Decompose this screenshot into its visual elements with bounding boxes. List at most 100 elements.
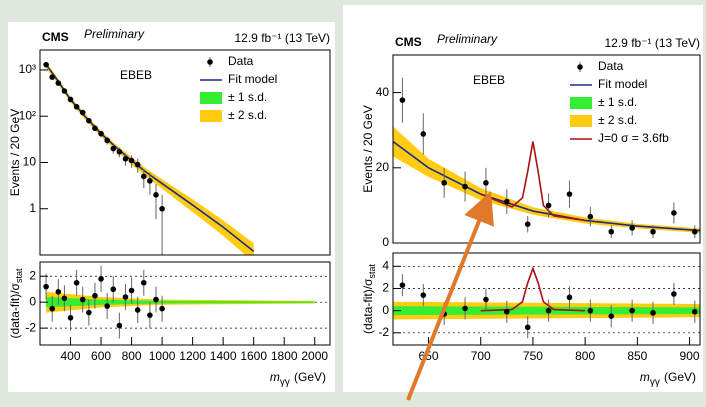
data-point: [587, 213, 594, 220]
data-point: [104, 137, 110, 144]
legend-symbol: [200, 110, 222, 122]
x-tick-label: 700: [471, 349, 491, 363]
band: [46, 297, 315, 308]
data-point: [608, 228, 615, 235]
data-point: [691, 308, 698, 315]
y-tick-label: 2: [29, 268, 36, 282]
x-tick-label: 1400: [210, 349, 237, 363]
data-point: [86, 309, 92, 316]
x-axis-label-var: m: [640, 370, 650, 384]
legend-label: ± 2 s.d.: [598, 113, 637, 127]
data-point: [462, 183, 468, 190]
status: Preliminary: [437, 32, 498, 46]
y-axis-label-sub: stat: [14, 268, 24, 283]
data-point: [55, 80, 62, 86]
x-axis-label: mγγ (GeV): [640, 369, 696, 388]
plots: 1 10 10² 10³ CMS Preliminary 12.9 fb⁻¹ (13 TeV…: [8, 27, 701, 388]
y-tick-label: 0: [382, 235, 389, 249]
band: [393, 126, 700, 233]
data-point: [153, 192, 159, 198]
x-tick-label: 1000: [149, 349, 176, 363]
frame: [39, 49, 331, 256]
data-point: [128, 157, 135, 164]
data-point: [629, 307, 635, 314]
lumi: 12.9 fb⁻¹ (13 TeV): [605, 36, 701, 50]
category: EBEB: [473, 73, 505, 87]
category: EBEB: [120, 68, 152, 82]
x-axis-label-unit: (GeV): [294, 370, 326, 384]
arrow: [406, 191, 494, 401]
data-point: [629, 225, 635, 231]
data-point: [159, 305, 165, 312]
legend-label: Fit model: [598, 77, 647, 91]
y-axis-label-sub: stat: [367, 264, 377, 279]
data-point: [43, 283, 49, 290]
data-point: [61, 88, 68, 94]
data-point: [134, 161, 141, 168]
y-axis-label-text: (data-fit)/σ: [8, 282, 22, 338]
fit-line: [480, 266, 586, 312]
x-tick-label: 800: [122, 349, 142, 363]
y-tick-label: 2: [382, 281, 389, 295]
data-point: [67, 96, 74, 103]
x-tick-label: 750: [523, 349, 543, 363]
y-tick-label: 20: [376, 160, 390, 174]
legend-symbol: [200, 92, 222, 104]
data-point: [73, 103, 80, 110]
fit-line: [45, 64, 255, 252]
y-tick-label: 4: [382, 258, 389, 272]
x-tick-label: 1200: [179, 349, 206, 363]
legend-label: ± 1 s.d.: [598, 95, 637, 109]
data-point: [49, 74, 56, 80]
data-point: [140, 279, 147, 286]
data-point: [650, 228, 656, 235]
data-point: [608, 313, 615, 319]
x-tick-label: 1800: [271, 349, 298, 363]
data-point: [110, 286, 117, 293]
fit-line: [480, 141, 586, 222]
x-tick-label: 2000: [301, 349, 328, 363]
data-point: [55, 289, 62, 295]
data-point: [524, 221, 531, 227]
x-tick-label: 900: [680, 349, 700, 363]
data-point: [98, 130, 104, 137]
y-tick-label: 10³: [19, 62, 36, 76]
data-point: [147, 312, 153, 318]
y-tick-label: 0: [29, 294, 36, 308]
data-point: [43, 61, 49, 68]
data-point: [420, 292, 427, 298]
data-point: [110, 145, 117, 152]
data-point: [671, 210, 677, 216]
data-point: [566, 191, 573, 197]
data-point: [399, 282, 406, 288]
legend-label: ± 2 s.d.: [228, 108, 267, 122]
y-tick-label: 10²: [19, 108, 36, 122]
legend-symbol: [207, 59, 213, 65]
plot-area: [43, 61, 255, 255]
data-point: [128, 287, 135, 294]
legend-label: J=0 σ = 3.6fb: [598, 131, 669, 145]
data-point: [134, 307, 141, 313]
experiment: CMS: [42, 30, 69, 44]
right-panel: [343, 5, 703, 392]
plot-area: [393, 265, 700, 339]
data-point: [92, 292, 98, 299]
data-point: [441, 180, 447, 186]
data-point: [504, 198, 510, 205]
y-tick-label: -2: [25, 320, 36, 334]
y-tick-label: -2: [378, 325, 389, 339]
y-axis-label: (data-fit)/σstat: [8, 268, 24, 338]
legend-label: Data: [598, 59, 624, 73]
x-tick-label: 400: [61, 349, 81, 363]
y-tick-label: 1: [29, 201, 36, 215]
legend-label: ± 1 s.d.: [228, 90, 267, 104]
data-point: [79, 296, 86, 303]
experiment: CMS: [395, 35, 422, 49]
data-point: [483, 296, 489, 303]
frame: [392, 252, 701, 346]
y-tick-label: 40: [376, 85, 390, 99]
data-point: [545, 202, 552, 209]
y-axis-label: Events / 20 GeV: [8, 109, 22, 196]
